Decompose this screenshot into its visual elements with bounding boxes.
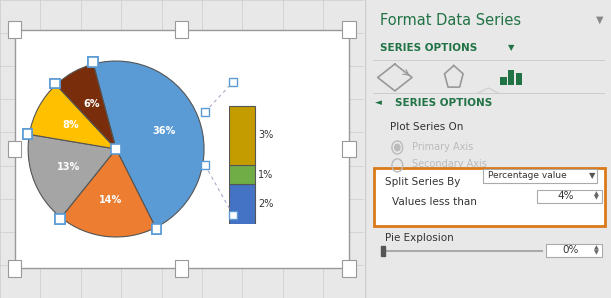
Bar bbox=[152, 224, 161, 234]
Bar bbox=[8, 21, 21, 38]
FancyBboxPatch shape bbox=[374, 168, 605, 226]
Wedge shape bbox=[61, 149, 156, 237]
Text: SERIES OPTIONS: SERIES OPTIONS bbox=[395, 98, 492, 108]
Text: ◄: ◄ bbox=[375, 98, 382, 107]
Wedge shape bbox=[93, 61, 204, 228]
Text: 0%: 0% bbox=[562, 245, 578, 255]
Text: 2%: 2% bbox=[258, 199, 273, 209]
Text: ▼: ▼ bbox=[589, 171, 595, 180]
Bar bbox=[8, 260, 21, 277]
Bar bbox=[229, 78, 237, 86]
Bar bbox=[88, 58, 98, 67]
Text: Pie Explosion: Pie Explosion bbox=[385, 233, 454, 243]
Circle shape bbox=[395, 144, 400, 151]
Text: 14%: 14% bbox=[99, 195, 122, 205]
Bar bbox=[55, 214, 65, 224]
Text: 6%: 6% bbox=[83, 99, 100, 109]
Text: 3%: 3% bbox=[258, 131, 273, 140]
Text: ▲: ▲ bbox=[594, 191, 599, 196]
Bar bbox=[50, 79, 60, 88]
FancyBboxPatch shape bbox=[546, 244, 602, 257]
Bar bbox=[175, 21, 188, 38]
Bar bbox=[175, 260, 188, 277]
Text: Secondary Axis: Secondary Axis bbox=[412, 159, 487, 170]
Bar bbox=[152, 224, 161, 234]
FancyBboxPatch shape bbox=[516, 73, 522, 85]
Text: ▼: ▼ bbox=[594, 250, 599, 255]
Bar bbox=[111, 144, 121, 154]
Text: Percentage value: Percentage value bbox=[488, 171, 567, 180]
Text: Primary Axis: Primary Axis bbox=[412, 142, 474, 152]
Bar bbox=[342, 21, 356, 38]
Wedge shape bbox=[56, 64, 116, 149]
Text: ▲: ▲ bbox=[594, 246, 599, 251]
Text: Split Series By: Split Series By bbox=[385, 177, 461, 187]
Wedge shape bbox=[28, 134, 116, 218]
Text: Format Data Series: Format Data Series bbox=[380, 13, 521, 28]
FancyBboxPatch shape bbox=[483, 169, 597, 183]
Text: ▼: ▼ bbox=[508, 43, 514, 52]
Bar bbox=[201, 161, 209, 169]
Text: Values less than: Values less than bbox=[392, 197, 477, 207]
FancyBboxPatch shape bbox=[508, 70, 514, 85]
Bar bbox=[8, 141, 21, 157]
Bar bbox=[201, 108, 209, 116]
Bar bbox=[23, 129, 32, 139]
Text: ▼: ▼ bbox=[594, 196, 599, 201]
Bar bbox=[50, 79, 60, 88]
Bar bbox=[229, 184, 255, 224]
FancyBboxPatch shape bbox=[500, 77, 507, 85]
Text: ▼: ▼ bbox=[596, 15, 604, 25]
Text: 36%: 36% bbox=[152, 126, 175, 136]
Wedge shape bbox=[29, 85, 116, 149]
Text: SERIES OPTIONS: SERIES OPTIONS bbox=[380, 43, 477, 53]
Bar bbox=[229, 211, 237, 219]
Bar bbox=[229, 165, 255, 184]
Bar bbox=[342, 260, 356, 277]
Text: 8%: 8% bbox=[63, 120, 79, 130]
Bar bbox=[55, 214, 65, 224]
Bar bbox=[229, 106, 255, 165]
Bar bbox=[88, 58, 98, 67]
FancyBboxPatch shape bbox=[536, 190, 602, 203]
Text: 13%: 13% bbox=[57, 162, 80, 172]
Text: 4%: 4% bbox=[557, 191, 574, 201]
Text: 1%: 1% bbox=[258, 170, 273, 179]
Bar bbox=[381, 246, 386, 256]
Bar bbox=[23, 129, 32, 139]
Bar bbox=[342, 141, 356, 157]
Text: Plot Series On: Plot Series On bbox=[390, 122, 463, 132]
FancyBboxPatch shape bbox=[15, 30, 349, 268]
